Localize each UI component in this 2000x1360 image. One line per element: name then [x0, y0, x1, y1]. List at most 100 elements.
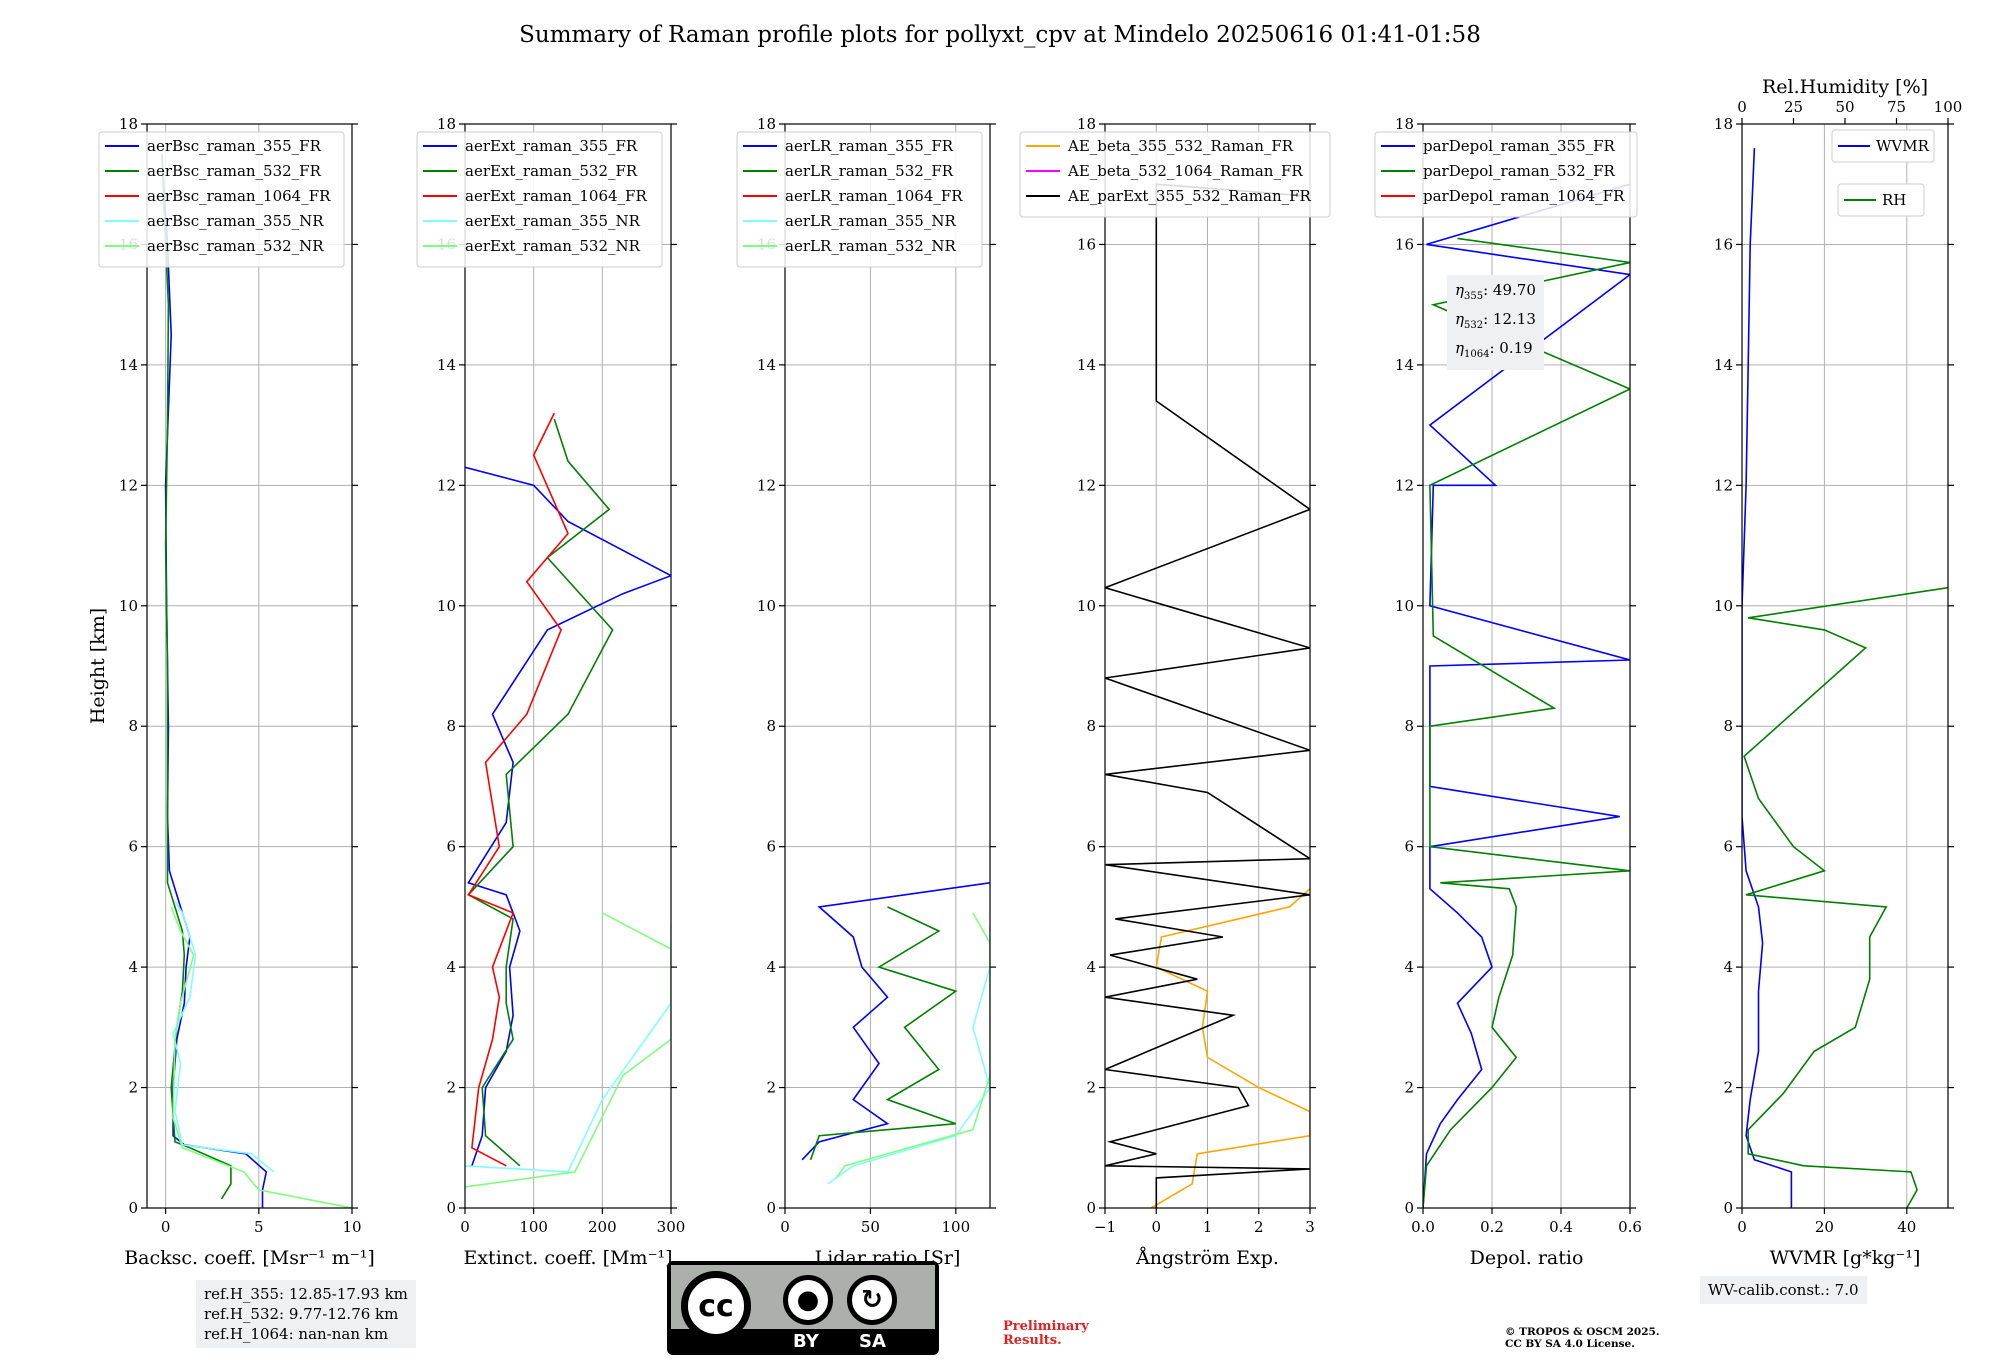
panel-5: 0 2 4 6 8 10 12 14 16 18 0.0 0.2 0.4 0.6 Depol. ratio p…	[1374, 115, 1642, 1269]
y-tick-label: 2	[766, 1079, 776, 1097]
legend-entry: AE_beta_532_1064_Raman_FR	[1067, 162, 1303, 180]
x-tick-label: 0.0	[1411, 1218, 1435, 1236]
panel-3: 024681012141618050100Lidar ratio [Sr]aer…	[736, 115, 996, 1269]
y-axis-label: Height [km]	[87, 608, 109, 724]
legend: AE_beta_355_532_Raman_FR AE_beta_532_1064…	[1019, 131, 1331, 218]
y-tick-label: 12	[1077, 476, 1096, 494]
y-tick-label: 6	[1723, 838, 1733, 856]
x-axis-label: Ångström Exp.	[1135, 1247, 1279, 1269]
figure-title: Summary of Raman profile plots for polly…	[519, 22, 1481, 48]
x-axis-label: Extinct. coeff. [Mm⁻¹]	[463, 1247, 672, 1269]
x-tick-label: 0.6	[1618, 1218, 1642, 1236]
y-tick-label: 8	[766, 717, 776, 735]
x-tick-label: 0	[1151, 1218, 1161, 1236]
y-tick-label: 4	[1404, 958, 1414, 976]
series-line-aerLR_raman_532_FR	[809, 906, 958, 1161]
copyright-note: © TROPOS & OSCM 2025. CC BY SA 4.0 Licen…	[1505, 1326, 1660, 1350]
y-tick-label: 18	[437, 115, 456, 133]
y-tick-label: 14	[757, 356, 776, 374]
legend-box	[1374, 131, 1638, 218]
x-tick-label: 0	[780, 1218, 790, 1236]
by-label: BY	[793, 1331, 819, 1352]
panel-2: 0246810121416180100200300Extinct. coeff.…	[416, 115, 685, 1269]
x-axis-label: Depol. ratio	[1470, 1247, 1584, 1269]
y-tick-label: 6	[446, 838, 456, 856]
y-tick-label: 8	[1723, 717, 1733, 735]
legend-entry: AE_beta_355_532_Raman_FR	[1067, 137, 1294, 155]
y-tick-label: 18	[1077, 115, 1096, 133]
x-tick-label: 100	[519, 1218, 548, 1236]
preliminary-results-note: Preliminary Results.	[1003, 1319, 1089, 1348]
legend: parDepol_raman_355_FR parDepol_raman_532_…	[1374, 131, 1638, 218]
y-tick-label: 18	[1395, 115, 1414, 133]
y-tick-label: 2	[446, 1079, 456, 1097]
legend-entry: aerBsc_raman_355_NR	[147, 212, 324, 230]
series-line-parDepol_raman_532_FR	[1423, 237, 1630, 1208]
y-tick-label: 12	[119, 476, 138, 494]
series-line-AE_parExt_355_532_Raman_FR	[1105, 183, 1310, 1208]
y-tick-label: 0	[446, 1199, 456, 1217]
sa-label: SA	[859, 1331, 886, 1352]
legend-entry: aerLR_raman_355_FR	[785, 137, 954, 155]
legend-box	[1019, 131, 1331, 218]
y-tick-label: 8	[1086, 717, 1096, 735]
legend-entry: parDepol_raman_532_FR	[1423, 162, 1616, 180]
x-tick-label: 10	[342, 1218, 361, 1236]
eta-1064: η1064: 0.19	[1455, 339, 1533, 360]
series-line-aerExt_raman_355_FR	[465, 466, 671, 1167]
legend-entry: aerBsc_raman_355_FR	[147, 137, 322, 155]
cc-by-sa-license-badge: cc ● ↻ BY SA	[667, 1261, 939, 1355]
y-tick-label: 2	[1723, 1079, 1733, 1097]
top-x-tick-label: 25	[1784, 98, 1803, 116]
legend-box	[416, 131, 663, 268]
y-tick-label: 18	[757, 115, 776, 133]
y-tick-label: 2	[1404, 1079, 1414, 1097]
legend-entry: aerExt_raman_532_NR	[465, 237, 641, 255]
series-line-aerExt_raman_1064_FR	[467, 412, 569, 1167]
x-tick-label: 0	[460, 1218, 470, 1236]
y-tick-label: 6	[1404, 838, 1414, 856]
series-line-WVMR	[1742, 148, 1793, 1208]
y-tick-label: 18	[1714, 115, 1733, 133]
legend-entry: aerBsc_raman_532_NR	[147, 237, 324, 255]
cc-icon: cc	[681, 1271, 751, 1341]
legend-entry: parDepol_raman_1064_FR	[1423, 187, 1625, 205]
top-x-tick-label: 0	[1737, 98, 1747, 116]
y-tick-label: 0	[1086, 1199, 1096, 1217]
y-tick-label: 12	[1395, 476, 1414, 494]
y-tick-label: 14	[1395, 356, 1414, 374]
legend-box	[98, 131, 345, 268]
axes-frame	[146, 123, 353, 1209]
y-tick-label: 16	[1714, 235, 1733, 253]
series-line-aerExt_raman_355_NR	[465, 925, 671, 1173]
y-tick-label: 4	[766, 958, 776, 976]
x-tick-label: 3	[1305, 1218, 1315, 1236]
by-person-icon: ●	[783, 1275, 833, 1325]
x-tick-label: 50	[861, 1218, 880, 1236]
eta-355: η355: 49.70	[1455, 281, 1536, 302]
y-tick-label: 10	[1077, 597, 1096, 615]
y-tick-label: 14	[1077, 356, 1096, 374]
legend-entry: aerExt_raman_1064_FR	[465, 187, 647, 205]
top-x-tick-label: 75	[1887, 98, 1906, 116]
series-line-aerLR_raman_355_FR	[801, 882, 990, 1161]
ref-height-box: ref.H_355: 12.85-17.93 km ref.H_532: 9.7…	[196, 1280, 416, 1348]
series-line-aerBsc_raman_532_FR	[161, 154, 232, 1200]
legend-entry: WVMR	[1876, 137, 1930, 155]
x-tick-label: 0	[161, 1218, 171, 1236]
y-tick-label: 12	[437, 476, 456, 494]
x-tick-label: 5	[254, 1218, 264, 1236]
legend-box	[736, 131, 983, 268]
ref-height-355: ref.H_355: 12.85-17.93 km	[204, 1285, 408, 1303]
y-tick-label: 8	[128, 717, 138, 735]
wv-calib-box: WV-calib.const.: 7.0	[1700, 1276, 1867, 1304]
x-tick-label: 100	[942, 1218, 971, 1236]
y-tick-label: 0	[1723, 1199, 1733, 1217]
y-tick-label: 10	[1395, 597, 1414, 615]
y-tick-label: 10	[119, 597, 138, 615]
legend-entry: aerExt_raman_532_FR	[465, 162, 638, 180]
series-line-aerLR_raman_355_NR	[827, 925, 990, 1185]
x-tick-label: 40	[1897, 1218, 1916, 1236]
